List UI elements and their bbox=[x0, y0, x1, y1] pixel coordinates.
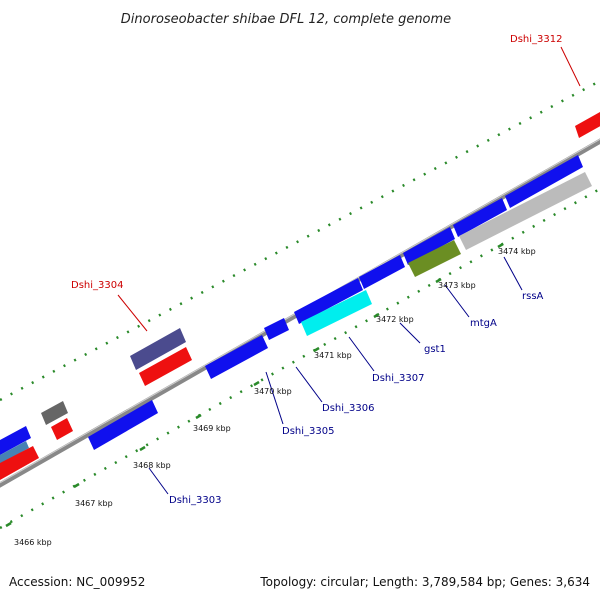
gene-feature-dshi-3304[interactable] bbox=[130, 328, 186, 370]
scale-label-3472: 3472 kbp bbox=[376, 315, 414, 324]
outer-tick-ring bbox=[0, 80, 599, 402]
gene-label-rssa[interactable]: rssA bbox=[522, 291, 544, 302]
gene-feature-rev-red-2[interactable] bbox=[51, 418, 73, 440]
major-ticks bbox=[5, 242, 504, 528]
gene-feature-fwd-3[interactable] bbox=[403, 227, 455, 265]
gene-feature-fwd-6[interactable] bbox=[0, 426, 31, 455]
gene-label-dshi-3312[interactable]: Dshi_3312 bbox=[510, 34, 562, 45]
scale-label-3470: 3470 kbp bbox=[254, 387, 292, 396]
gene-feature-dshi-3312[interactable] bbox=[575, 112, 600, 138]
scale-label-3469: 3469 kbp bbox=[193, 424, 231, 433]
gene-feature-fwd-1[interactable] bbox=[505, 155, 583, 208]
inner-tick-ring bbox=[0, 188, 599, 530]
gene-feature-mtga[interactable] bbox=[408, 240, 461, 277]
scale-label-3471: 3471 kbp bbox=[314, 351, 352, 360]
genome-title: Dinoroseobacter shibae DFL 12, complete … bbox=[121, 12, 451, 27]
scale-label-3473: 3473 kbp bbox=[438, 281, 476, 290]
gene-feature-fwd-2[interactable] bbox=[453, 198, 507, 237]
gene-label-dshi-3306[interactable]: Dshi_3306 bbox=[322, 403, 374, 414]
gene-label-dshi-3304[interactable]: Dshi_3304 bbox=[71, 280, 123, 291]
gene-feature-fwd-5[interactable] bbox=[294, 278, 363, 324]
gene-feature-fwd-grey[interactable] bbox=[41, 401, 68, 425]
gene-feature-gst1[interactable] bbox=[301, 290, 372, 336]
gene-feature-dshi-3303[interactable] bbox=[88, 400, 158, 450]
scale-label-3467: 3467 kbp bbox=[75, 499, 113, 508]
gene-label-mtga[interactable]: mtgA bbox=[470, 318, 497, 329]
scale-label-3468: 3468 kbp bbox=[133, 461, 171, 470]
genome-summary-text: Topology: circular; Length: 3,789,584 bp… bbox=[259, 575, 590, 589]
scale-label-3474: 3474 kbp bbox=[498, 247, 536, 256]
gene-label-gst1[interactable]: gst1 bbox=[424, 344, 446, 355]
gene-label-dshi-3307[interactable]: Dshi_3307 bbox=[372, 373, 424, 384]
gene-feature-dshi-3307[interactable] bbox=[264, 318, 289, 340]
label-connectors bbox=[117, 46, 581, 495]
gene-label-dshi-3303[interactable]: Dshi_3303 bbox=[169, 495, 221, 506]
gene-feature-fwd-steel[interactable] bbox=[0, 441, 29, 464]
gene-feature-dshi-3306[interactable] bbox=[205, 335, 268, 379]
scale-label-3466: 3466 kbp bbox=[14, 538, 52, 547]
accession-text: Accession: NC_009952 bbox=[9, 575, 145, 589]
gene-label-dshi-3305[interactable]: Dshi_3305 bbox=[282, 426, 334, 437]
gene-feature-fwd-4[interactable] bbox=[359, 255, 405, 289]
gene-feature-rev-red-1[interactable] bbox=[139, 347, 192, 386]
gene-feature-rssa[interactable] bbox=[459, 172, 592, 250]
gene-feature-rev-red-3[interactable] bbox=[0, 446, 39, 480]
